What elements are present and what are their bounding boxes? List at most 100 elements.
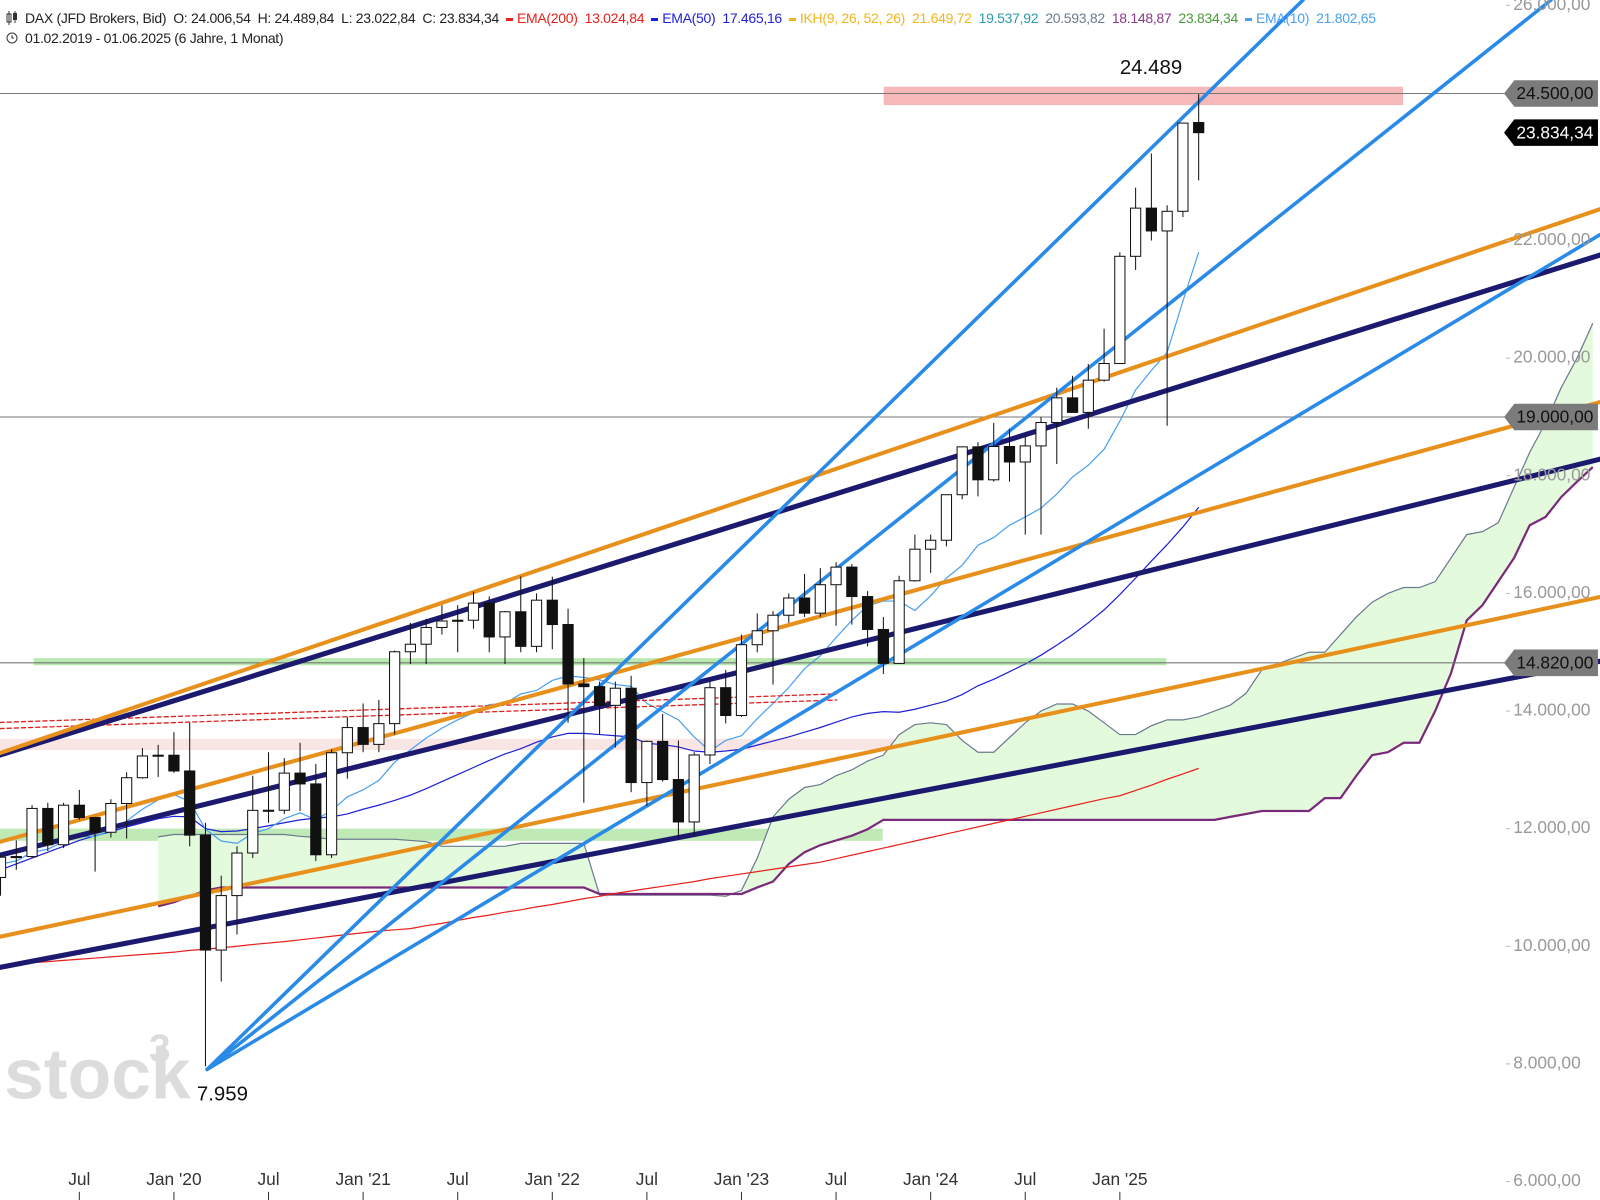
channel-line: [0, 594, 1600, 939]
candle-body: [641, 740, 653, 784]
labels: 24.489 7.959 stock 3 24.500,00 19.000,00 1…: [4, 57, 1598, 1114]
date-range: 01.02.2019 - 01.06.2025 (6 Jahre, 1 Mona…: [25, 30, 284, 46]
high-annotation: 24.489: [1120, 57, 1182, 79]
candle-body: [1145, 207, 1157, 232]
y-tick-label: 20.000,00: [1513, 347, 1590, 367]
candle-body: [798, 597, 811, 614]
legend-value: 20.593,82: [1045, 10, 1105, 26]
axes: 6.000,00 8.000,00 10.000,00 12.000,00 14.000…: [68, 0, 1590, 1200]
legend-swatch: [505, 17, 513, 21]
candle-body: [1019, 445, 1031, 463]
candle-body: [1130, 207, 1142, 257]
candle-body: [357, 727, 369, 745]
candle-body: [704, 687, 716, 756]
candle-body: [89, 817, 101, 833]
candle-body: [136, 755, 149, 779]
candle-body: [483, 602, 495, 638]
channel-line: [0, 456, 1600, 858]
header: DAX (JFD Brokers, Bid) O: 24.006,54 H: 24…: [6, 8, 1376, 48]
candle-body: [42, 807, 54, 846]
candle-body: [499, 611, 511, 638]
candle-body: [452, 619, 464, 622]
level-label: 24.500,00: [1516, 83, 1593, 103]
candle-body: [215, 895, 227, 951]
levels: [0, 93, 1511, 664]
candle-body: [1066, 397, 1079, 413]
candle-body: [247, 809, 259, 854]
candle-body: [688, 754, 700, 823]
candle-body: [184, 770, 196, 836]
ichimoku-cloud: [157, 322, 1594, 908]
candle-body: [231, 852, 243, 897]
legend-value: 17.465,16: [722, 10, 782, 26]
last-price-label: 23.834,34: [1516, 122, 1593, 142]
x-tick-label: Jan '20: [146, 1169, 201, 1189]
indicator-line: [0, 506, 1200, 871]
ohlc-label: C: 23.834,34: [422, 10, 499, 26]
candle-body: [467, 602, 480, 621]
candle-body: [310, 783, 322, 856]
candle-body: [389, 651, 401, 725]
candle-body: [751, 630, 763, 646]
level-label: 14.820,00: [1516, 652, 1593, 672]
fan-line: [205, 0, 1553, 1072]
channel-line: [0, 207, 1600, 756]
candle-body: [420, 626, 432, 645]
candle-body: [1177, 122, 1189, 212]
watermark: stock: [4, 1034, 191, 1114]
candle-body: [404, 643, 417, 653]
candle-body: [73, 804, 85, 819]
y-tick-label: 18.000,00: [1513, 464, 1590, 484]
legend-value: 13.024,84: [584, 10, 645, 26]
candle-body: [262, 809, 275, 812]
candle-body: [1193, 122, 1205, 134]
watermark-sup: 3: [149, 1027, 171, 1070]
candle-body: [578, 683, 590, 688]
x-tick-label: Jan '23: [714, 1169, 769, 1189]
candle-body: [10, 856, 22, 859]
level-box: [1504, 80, 1598, 107]
x-tick-label: Jul: [825, 1169, 847, 1189]
y-tick-label: 26.000,00: [1513, 0, 1590, 14]
x-tick-label: Jan '21: [335, 1169, 390, 1189]
legend-value: 18.148,87: [1111, 10, 1172, 26]
fan-line: [205, 0, 1305, 1072]
candles: [0, 94, 1205, 1067]
zone: [33, 658, 1167, 666]
legend-name: EMA(10): [1245, 10, 1309, 26]
candle-body: [609, 687, 621, 706]
trend-lines: [0, 0, 1600, 1072]
candle-body: [121, 777, 133, 805]
x-tick-label: Jan '24: [903, 1169, 959, 1189]
candle-body: [199, 834, 212, 951]
candle-body: [877, 628, 889, 664]
candle-body: [988, 445, 1000, 481]
instrument: DAX (JFD Brokers, Bid): [25, 10, 167, 26]
level-label: 19.000,00: [1516, 407, 1593, 427]
zone: [0, 738, 963, 750]
dashed-line: [0, 699, 838, 730]
candle-body: [767, 614, 779, 632]
resistance-zone: [883, 86, 1404, 106]
header-row: DAX (JFD Brokers, Bid) O: 24.006,54 H: 24…: [6, 8, 1376, 28]
indicator-line: [158, 322, 1594, 897]
candle-body: [1003, 445, 1016, 463]
candle-body: [341, 727, 353, 754]
last-price-box: [1504, 119, 1598, 146]
clock-icon: [6, 32, 18, 44]
candle-body: [956, 446, 968, 496]
candle-body: [530, 599, 543, 647]
candle-body: [1098, 363, 1110, 381]
level-box: [1504, 649, 1598, 677]
legend-name: EMA(50): [651, 10, 716, 26]
channel-line: [0, 400, 1600, 844]
x-tick-label: Jul: [636, 1169, 658, 1189]
x-tick-label: Jul: [68, 1169, 90, 1189]
candle-body: [893, 580, 905, 664]
candle-body: [325, 752, 338, 856]
candle-body: [57, 804, 70, 846]
candle-body: [546, 599, 558, 626]
candle-body: [720, 687, 732, 717]
dashed-line: [0, 693, 838, 724]
